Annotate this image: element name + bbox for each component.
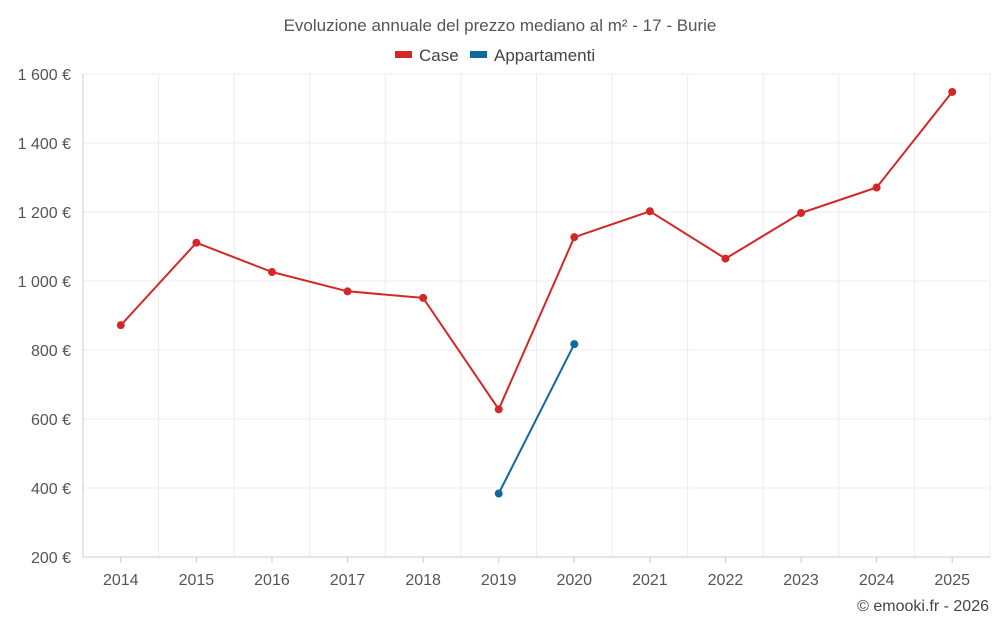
data-point-case [872,183,881,192]
grid [82,73,991,557]
x-tick-label: 2017 [330,572,366,589]
legend-label-appartamenti[interactable]: Appartamenti [494,46,595,65]
data-point-case [343,287,352,296]
series-line-case [120,91,953,411]
data-point-case [570,233,579,242]
x-tick-label: 2014 [103,572,139,589]
series-line-appartamenti [497,343,576,494]
data-point-case [192,238,201,247]
x-tick-label: 2018 [405,572,441,589]
x-tick-label: 2025 [934,572,970,589]
data-point-case [721,254,730,263]
legend-swatch-case [395,51,412,58]
data-point-case [948,87,957,96]
x-tick-label: 2020 [556,572,592,589]
y-tick-label: 800 € [31,343,71,360]
data-point-case [116,321,125,330]
y-tick-label: 400 € [31,481,71,498]
y-tick-label: 1 200 € [18,205,71,222]
x-tick-label: 2019 [481,572,517,589]
x-tick-label: 2023 [783,572,819,589]
axes [82,74,990,558]
data-point-case [494,405,503,414]
data-point-case [645,207,654,216]
x-tick-label: 2021 [632,572,668,589]
y-axis-ticks: 200 € 400 € 600 € 800 € 1 000 € 1 200 € 1 400 … [18,67,71,567]
data-point-case [267,268,276,277]
data-point-case [797,209,806,218]
legend: Case Appartamenti [395,46,595,65]
x-tick-label: 2024 [859,572,895,589]
data-point-case [419,293,428,302]
data-point-appartamenti [570,340,579,349]
x-tick-label: 2022 [708,572,744,589]
x-tick-label: 2015 [179,572,215,589]
y-tick-label: 200 € [31,550,71,567]
data-point-appartamenti [494,489,503,498]
x-tick-label: 2016 [254,572,290,589]
y-tick-label: 1 000 € [18,274,71,291]
legend-label-case[interactable]: Case [419,46,459,65]
credit-text: © emooki.fr - 2026 [857,598,989,615]
series [116,87,957,498]
y-tick-label: 1 400 € [18,136,71,153]
legend-swatch-appartamenti [470,51,487,58]
y-tick-label: 600 € [31,412,71,429]
y-tick-label: 1 600 € [18,67,71,84]
chart-title: Evoluzione annuale del prezzo mediano al… [284,16,717,35]
x-axis-ticks: 2014 2015 2016 2017 2018 2019 2020 2021 2022 2023… [103,557,970,589]
